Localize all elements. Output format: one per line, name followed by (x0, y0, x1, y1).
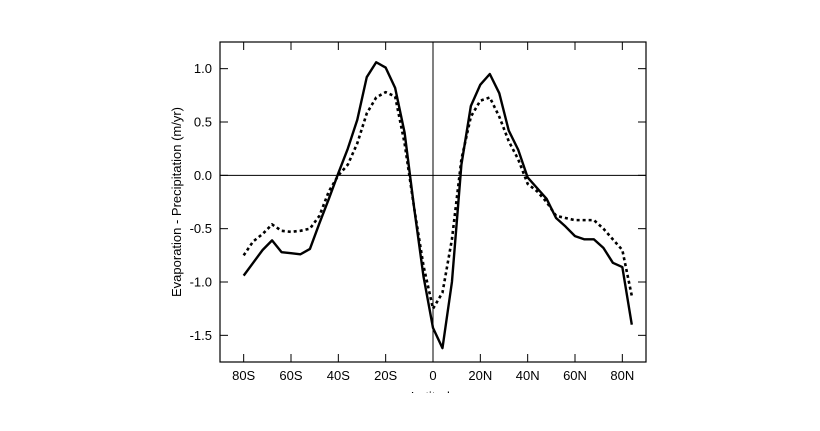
y-tick-label: -0.5 (190, 221, 212, 236)
x-tick-label: 60N (563, 368, 587, 383)
y-tick-label: 0.5 (194, 115, 212, 130)
x-tick-label: 40S (327, 368, 350, 383)
x-tick-label: 0 (429, 368, 436, 383)
x-axis-label: Latitude (411, 389, 457, 404)
y-tick-label: 1.0 (194, 61, 212, 76)
series-line (242, 90, 634, 310)
x-tick-label: 80N (610, 368, 634, 383)
x-tick-label: 60S (279, 368, 302, 383)
y-tick-label: -1.0 (190, 275, 212, 290)
y-tick-label: 0.0 (194, 168, 212, 183)
x-tick-label: 20S (374, 368, 397, 383)
x-tick-label: 20N (468, 368, 492, 383)
y-axis-label: Evaporation - Precipitation (m/yr) (169, 107, 184, 297)
x-tick-label: 80S (232, 368, 255, 383)
plot-area: 1.0 0.5 0.0 -0.5 -1.0 -1.5 80S 60S 40S 20S 0 20N 40N… (190, 41, 647, 383)
x-tick-label: 40N (516, 368, 540, 383)
y-tick-label: -1.5 (190, 328, 212, 343)
series-line (242, 61, 633, 350)
